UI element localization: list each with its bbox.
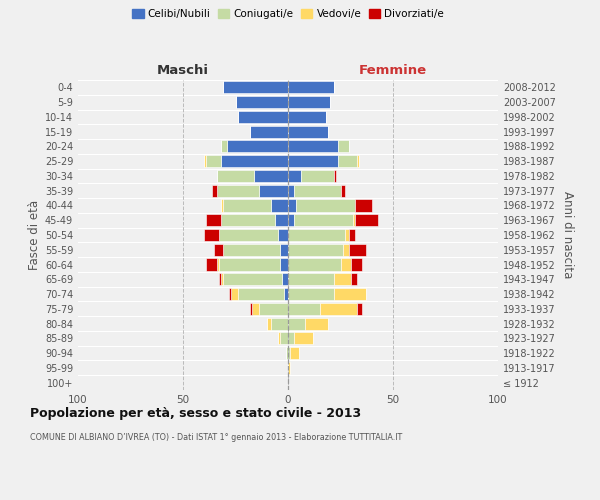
Bar (288, 332, 295, 344)
Bar (217, 258, 218, 270)
Bar (355, 214, 379, 226)
Bar (288, 258, 341, 270)
Bar (271, 318, 288, 330)
Bar (215, 244, 223, 256)
Bar (353, 214, 355, 226)
Text: Popolazione per età, sesso e stato civile - 2013: Popolazione per età, sesso e stato civil… (30, 408, 361, 420)
Bar (223, 200, 271, 211)
Bar (217, 170, 254, 182)
Bar (288, 347, 290, 359)
Bar (218, 229, 277, 241)
Bar (259, 303, 288, 315)
Bar (223, 82, 288, 94)
Bar (341, 184, 344, 197)
Bar (305, 318, 328, 330)
Bar (288, 362, 290, 374)
Bar (320, 303, 358, 315)
Bar (301, 170, 334, 182)
Bar (267, 318, 271, 330)
Bar (219, 258, 280, 270)
Bar (206, 258, 217, 270)
Bar (221, 273, 223, 285)
Y-axis label: Anni di nascita: Anni di nascita (561, 192, 574, 278)
Bar (218, 273, 221, 285)
Bar (288, 200, 296, 211)
Bar (288, 111, 326, 123)
Bar (338, 140, 349, 152)
Bar (253, 303, 259, 315)
Bar (259, 184, 288, 197)
Bar (280, 332, 288, 344)
Bar (277, 229, 288, 241)
Bar (238, 288, 284, 300)
Bar (221, 140, 227, 152)
Bar (358, 303, 361, 315)
Bar (286, 347, 288, 359)
Bar (288, 244, 343, 256)
Bar (351, 258, 361, 270)
Bar (355, 200, 372, 211)
Bar (343, 244, 349, 256)
Bar (338, 155, 358, 167)
Bar (275, 214, 288, 226)
Legend: Celibi/Nubili, Coniugati/e, Vedovi/e, Divorziati/e: Celibi/Nubili, Coniugati/e, Vedovi/e, Di… (128, 5, 448, 24)
Bar (204, 155, 206, 167)
Bar (221, 155, 288, 167)
Bar (295, 214, 353, 226)
Bar (358, 155, 359, 167)
Text: Maschi: Maschi (157, 64, 209, 78)
Bar (288, 273, 334, 285)
Bar (232, 288, 238, 300)
Bar (206, 155, 221, 167)
Bar (250, 303, 252, 315)
Bar (221, 214, 275, 226)
Bar (349, 229, 355, 241)
Text: Femmine: Femmine (359, 64, 427, 78)
Bar (212, 184, 217, 197)
Bar (280, 244, 288, 256)
Bar (288, 96, 330, 108)
Bar (284, 288, 288, 300)
Bar (295, 184, 341, 197)
Bar (227, 140, 288, 152)
Bar (345, 229, 349, 241)
Bar (288, 170, 301, 182)
Bar (288, 303, 320, 315)
Bar (280, 258, 288, 270)
Bar (341, 258, 351, 270)
Bar (334, 170, 337, 182)
Bar (204, 229, 218, 241)
Bar (288, 140, 338, 152)
Bar (223, 273, 282, 285)
Text: COMUNE DI ALBIANO D’IVREA (TO) - Dati ISTAT 1° gennaio 2013 - Elaborazione TUTTI: COMUNE DI ALBIANO D’IVREA (TO) - Dati IS… (30, 432, 402, 442)
Bar (221, 200, 223, 211)
Bar (288, 82, 334, 94)
Bar (217, 184, 259, 197)
Bar (206, 214, 221, 226)
Bar (238, 111, 288, 123)
Bar (288, 214, 295, 226)
Bar (277, 332, 280, 344)
Bar (290, 347, 299, 359)
Bar (288, 126, 328, 138)
Bar (282, 273, 288, 285)
Bar (223, 244, 280, 256)
Bar (296, 200, 355, 211)
Bar (288, 184, 295, 197)
Bar (271, 200, 288, 211)
Bar (288, 155, 338, 167)
Bar (349, 244, 366, 256)
Bar (250, 126, 288, 138)
Bar (334, 273, 351, 285)
Bar (288, 229, 345, 241)
Bar (235, 96, 288, 108)
Bar (229, 288, 232, 300)
Bar (295, 332, 313, 344)
Bar (288, 318, 305, 330)
Bar (351, 273, 358, 285)
Bar (288, 288, 334, 300)
Bar (334, 288, 366, 300)
Y-axis label: Fasce di età: Fasce di età (28, 200, 41, 270)
Bar (254, 170, 288, 182)
